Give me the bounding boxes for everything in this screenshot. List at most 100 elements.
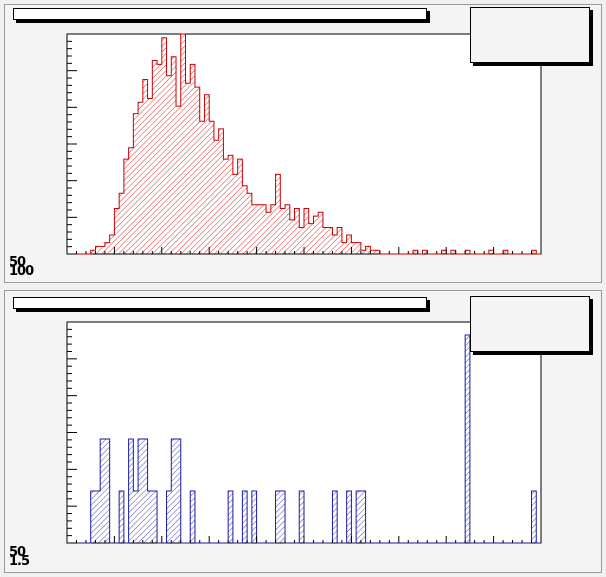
histogram-bar [218, 128, 224, 254]
histogram-bar [275, 174, 281, 254]
histogram-bar [138, 102, 143, 254]
histogram-bar [114, 208, 120, 254]
histogram-bar [90, 491, 96, 543]
bottom-histogram-pad: 50 1.5 [4, 290, 602, 573]
histogram-bar [185, 83, 191, 254]
bottom-title-box [13, 297, 427, 309]
histogram-bar [142, 439, 148, 543]
histogram-bar [289, 219, 295, 254]
histogram-bar [147, 491, 153, 543]
histogram-bar [157, 64, 162, 255]
histogram-bar [100, 246, 105, 254]
histogram-bar [242, 185, 248, 254]
histogram-bar [176, 439, 181, 543]
histogram-bar [123, 159, 129, 254]
top-stats-box [470, 7, 590, 63]
histogram-bar [266, 212, 271, 254]
histogram-bar [346, 235, 352, 254]
histogram-bar [109, 235, 115, 254]
histogram-bar [299, 227, 304, 254]
histogram-bar [228, 491, 233, 543]
histogram-bar [204, 94, 210, 254]
histogram-outline [67, 33, 541, 255]
histogram-bar [199, 121, 205, 254]
top-y-tick-labels: 50 100 [9, 256, 34, 279]
histogram-bar [356, 242, 361, 254]
histogram-bar [171, 56, 177, 254]
histogram-bar [488, 250, 494, 254]
histogram-bar [171, 439, 177, 543]
histogram-bar [441, 250, 447, 254]
histogram-bar [133, 491, 139, 543]
histogram-bar [275, 491, 281, 543]
histogram-bar [237, 159, 243, 254]
top-histogram-svg [66, 33, 542, 255]
histogram-bar [285, 204, 290, 254]
histogram-bar [119, 491, 124, 543]
histogram-bar [313, 216, 319, 254]
histogram-bar [341, 242, 347, 254]
histogram-bar [176, 106, 181, 254]
histogram-bar [337, 227, 342, 254]
histogram-bar [360, 250, 366, 254]
histogram-bar [147, 98, 153, 254]
histogram-bar [280, 208, 286, 254]
histogram-bar [152, 60, 158, 254]
bottom-y-tick-label-50: 50 [9, 545, 26, 560]
histogram-bar [531, 250, 537, 254]
histogram-bar [261, 204, 267, 254]
histogram-bar [280, 491, 286, 543]
histogram-bar [95, 491, 101, 543]
histogram-bar [128, 147, 134, 254]
histogram-bar [465, 250, 470, 254]
histogram-bar [142, 79, 148, 254]
top-title-box [13, 8, 427, 20]
histogram-bar [242, 491, 248, 543]
histogram-bar [166, 75, 172, 254]
histogram-bar [194, 87, 200, 254]
histogram-bar [228, 155, 233, 254]
histogram-bar [365, 246, 371, 254]
histogram-bar [133, 113, 139, 254]
histogram-bar [294, 208, 300, 254]
histogram-bar [270, 204, 276, 254]
histogram-bar [370, 250, 376, 254]
histogram-bar [161, 37, 167, 254]
bottom-stats-box [470, 296, 590, 352]
histogram-bar [251, 204, 257, 254]
histogram-bar [104, 242, 110, 254]
histogram-bar [232, 174, 238, 254]
histogram-bar [318, 212, 323, 254]
histogram-bar [119, 193, 124, 254]
bottom-y-tick-label-1-5: 1.5 [9, 554, 30, 569]
histogram-bar [128, 439, 134, 543]
histogram-bar [256, 204, 262, 254]
histogram-bar [190, 491, 195, 543]
bottom-y-tick-labels: 50 1.5 [9, 545, 30, 569]
top-y-tick-label-100: 100 [9, 264, 34, 279]
histogram-bar [450, 250, 456, 254]
histogram-bar [95, 246, 101, 254]
histogram-bar [213, 140, 219, 254]
histogram-bar [138, 439, 143, 543]
histogram-bar [251, 491, 257, 543]
histogram-bar [209, 121, 214, 254]
histogram-bar [104, 439, 110, 543]
histogram-bar [223, 159, 229, 254]
histogram-bar [166, 491, 172, 543]
histogram-bar [422, 250, 428, 254]
histogram-bar [322, 227, 328, 254]
histogram-bar [531, 491, 537, 543]
histogram-bar [100, 439, 105, 543]
histogram-bar [190, 64, 195, 255]
histogram-outline [67, 334, 541, 544]
histogram-bar [247, 193, 252, 254]
histogram-bar [327, 227, 333, 254]
histogram-bar [304, 208, 309, 254]
histogram-bar [308, 223, 314, 254]
histogram-bar [351, 242, 357, 254]
histogram-bar [413, 250, 418, 254]
histogram-bar [465, 335, 470, 543]
histogram-bar [180, 34, 186, 254]
